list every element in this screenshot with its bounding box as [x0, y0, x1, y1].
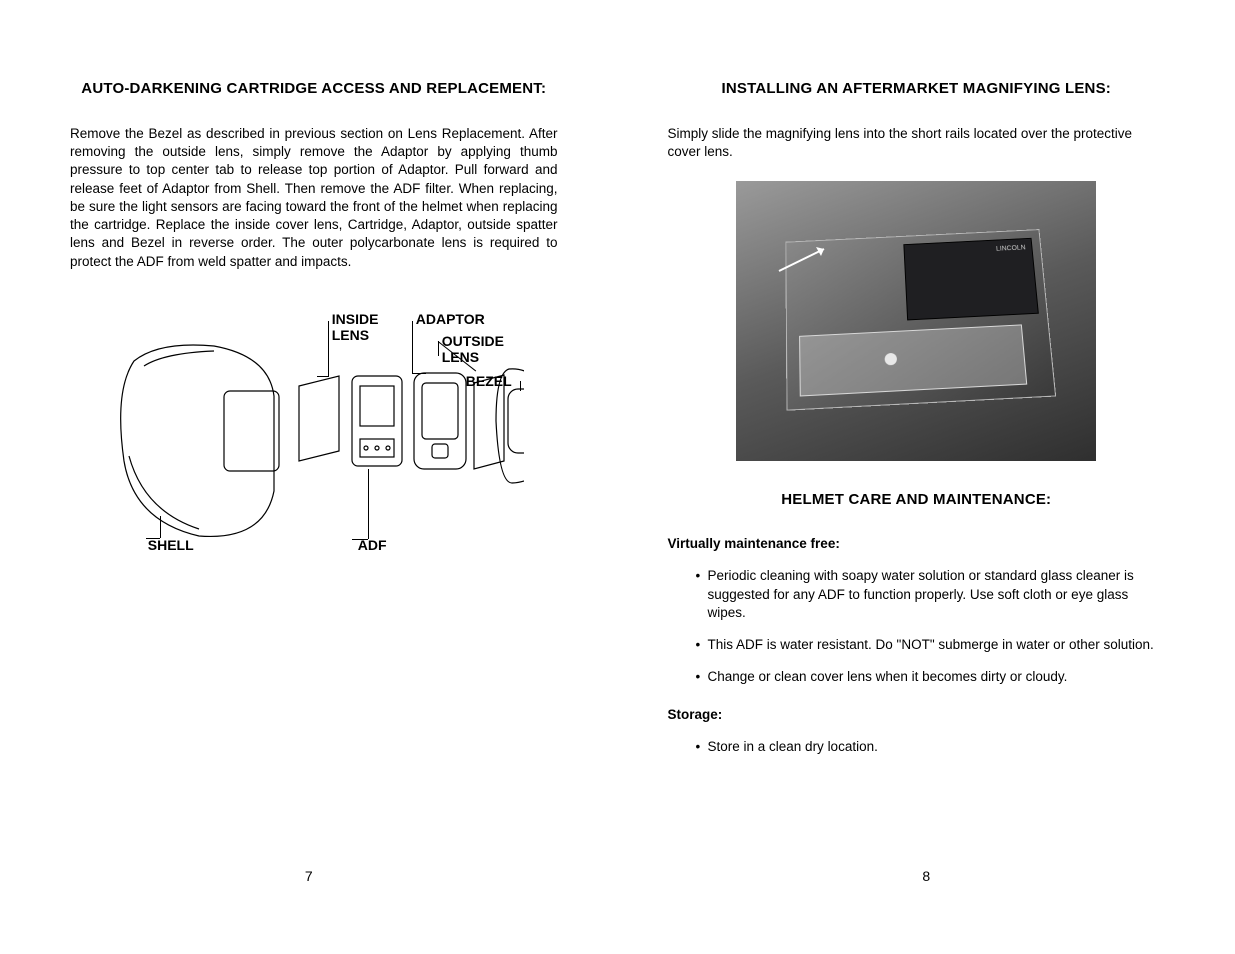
- leader-adaptor-h: [412, 373, 426, 374]
- list-item: Change or clean cover lens when it becom…: [696, 668, 1166, 686]
- label-outside-lens: OUTSIDE LENS: [442, 333, 504, 365]
- maintenance-list: Periodic cleaning with soapy water solut…: [668, 567, 1166, 686]
- leader-adf-v: [368, 469, 369, 539]
- paragraph-cartridge: Remove the Bezel as described in previou…: [70, 125, 558, 271]
- leader-shell-h: [146, 538, 160, 539]
- label-inside-lens-1: INSIDE: [332, 311, 379, 327]
- photo-brand-label: LINCOLN: [996, 245, 1026, 254]
- photo-arrow-icon: [774, 241, 844, 281]
- subhead-storage: Storage:: [668, 707, 1166, 722]
- page-number-right: 8: [922, 868, 930, 884]
- photo-dark-lens: LINCOLN: [904, 238, 1040, 321]
- storage-list: Store in a clean dry location.: [668, 738, 1166, 756]
- section-title-left: AUTO-DARKENING CARTRIDGE ACCESS AND REPL…: [70, 80, 558, 97]
- page-right: INSTALLING AN AFTERMARKET MAGNIFYING LEN…: [618, 0, 1235, 954]
- paragraph-magnifying: Simply slide the magnifying lens into th…: [668, 125, 1166, 161]
- subhead-maintenance: Virtually maintenance free:: [668, 536, 1166, 551]
- leader-adaptor: [412, 321, 413, 373]
- section-title-care: HELMET CARE AND MAINTENANCE:: [668, 491, 1166, 508]
- list-item: Store in a clean dry location.: [696, 738, 1166, 756]
- list-item: This ADF is water resistant. Do "NOT" su…: [696, 636, 1166, 654]
- label-inside-lens-2: LENS: [332, 327, 369, 343]
- section-title-right: INSTALLING AN AFTERMARKET MAGNIFYING LEN…: [668, 80, 1166, 97]
- list-item: Periodic cleaning with soapy water solut…: [696, 567, 1166, 622]
- page-left: AUTO-DARKENING CARTRIDGE ACCESS AND REPL…: [0, 0, 618, 954]
- leader-bezel: [520, 381, 521, 391]
- exploded-diagram: INSIDE LENS ADAPTOR OUTSIDE LENS BEZEL S…: [104, 311, 524, 571]
- label-inside-lens: INSIDE LENS: [332, 311, 379, 343]
- label-shell: SHELL: [148, 537, 194, 553]
- label-outside-lens-2: LENS: [442, 349, 479, 365]
- magnifying-lens-photo: LINCOLN: [736, 181, 1096, 461]
- leader-inside-lens-h: [317, 376, 329, 377]
- label-adaptor: ADAPTOR: [416, 311, 485, 327]
- page-number-left: 7: [305, 868, 313, 884]
- leader-inside-lens: [328, 321, 329, 376]
- leader-adf-h: [352, 539, 368, 540]
- leader-shell-v: [160, 516, 161, 538]
- photo-glass-overlay: [799, 325, 1027, 397]
- label-outside-lens-1: OUTSIDE: [442, 333, 504, 349]
- label-bezel: BEZEL: [466, 373, 512, 389]
- document-spread: AUTO-DARKENING CARTRIDGE ACCESS AND REPL…: [0, 0, 1235, 954]
